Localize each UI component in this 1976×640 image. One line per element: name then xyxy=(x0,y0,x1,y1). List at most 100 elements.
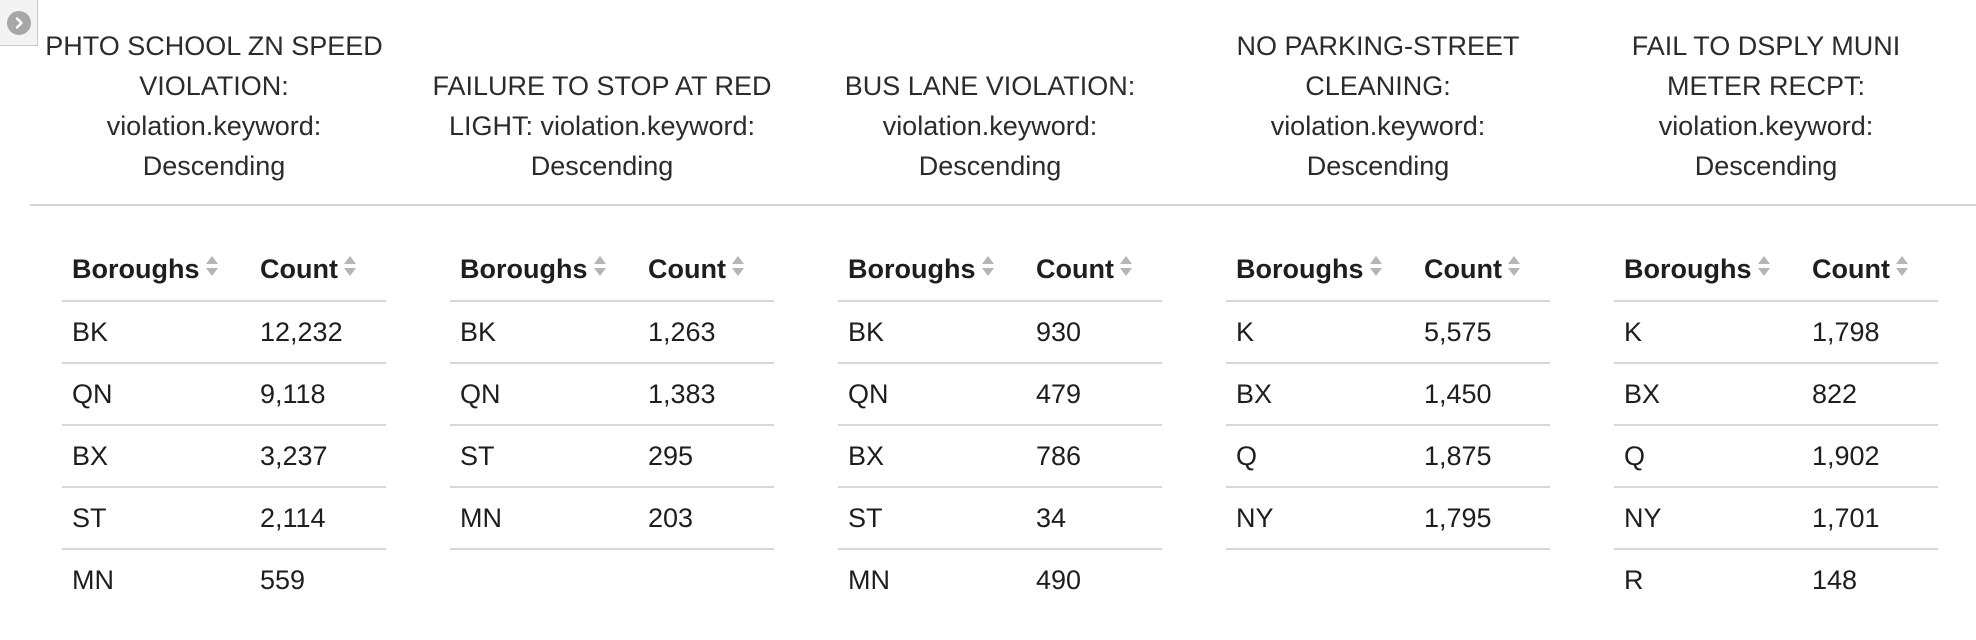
table-row: ST 295 xyxy=(450,425,774,488)
split-title-1: FAILURE TO STOP AT RED LIGHT: violation.… xyxy=(432,71,772,181)
count-cell: 930 xyxy=(1026,301,1162,364)
data-table-1: Boroughs Count BK 1,263 QN 1,383 ST 295 MN 2… xyxy=(450,240,774,550)
table-row: MN 203 xyxy=(450,487,774,550)
borough-cell: BK xyxy=(450,301,638,364)
borough-cell: K xyxy=(1226,301,1414,364)
count-cell: 9,118 xyxy=(250,363,386,426)
table-row: BX 3,237 xyxy=(62,425,386,488)
split-title-2: BUS LANE VIOLATION: violation.keyword: D… xyxy=(844,71,1136,181)
table-header-row: Boroughs Count xyxy=(450,240,774,302)
borough-cell: K xyxy=(1614,301,1802,364)
borough-cell: BX xyxy=(62,425,250,488)
borough-cell: BX xyxy=(1226,363,1414,426)
count-cell: 1,875 xyxy=(1414,425,1550,488)
table-row: ST 34 xyxy=(838,487,1162,550)
count-cell: 1,263 xyxy=(638,301,774,364)
count-cell: 203 xyxy=(638,487,774,550)
table-row: BK 930 xyxy=(838,301,1162,364)
count-cell: 148 xyxy=(1812,564,1858,595)
table-row: QN 9,118 xyxy=(62,363,386,426)
split-title-3: NO PARKING-STREET CLEANING: violation.ke… xyxy=(1236,31,1520,181)
count-cell: 34 xyxy=(1026,487,1162,550)
sort-icon[interactable] xyxy=(1895,253,1909,284)
table-row: NY 1,701 xyxy=(1614,487,1938,550)
borough-cell: Q xyxy=(1226,425,1414,488)
expand-toggle-button[interactable] xyxy=(0,0,38,46)
count-cell: 559 xyxy=(260,564,306,595)
borough-cell: BK xyxy=(838,301,1026,364)
borough-cell: ST xyxy=(838,487,1026,550)
table-row: BK 1,263 xyxy=(450,301,774,364)
sort-icon[interactable] xyxy=(1119,253,1133,284)
count-column-header[interactable]: Count xyxy=(638,240,774,302)
count-cell: 1,902 xyxy=(1802,425,1938,488)
table-row: MN 490 xyxy=(838,549,1162,610)
sort-icon[interactable] xyxy=(1369,253,1383,284)
sort-icon[interactable] xyxy=(205,253,219,284)
boroughs-column-header[interactable]: Boroughs xyxy=(62,240,250,302)
count-cell: 1,383 xyxy=(638,363,774,426)
count-column-header[interactable]: Count xyxy=(250,240,386,302)
table-header-row: Boroughs Count xyxy=(62,240,386,302)
table-row: BX 1,450 xyxy=(1226,363,1550,426)
data-table-2: Boroughs Count BK 930 QN 479 BX 786 ST 34 MN… xyxy=(838,240,1162,610)
count-cell: 822 xyxy=(1802,363,1938,426)
borough-cell: NY xyxy=(1226,487,1414,550)
count-cell: 1,795 xyxy=(1414,487,1550,550)
data-table-3: Boroughs Count K 5,575 BX 1,450 Q 1,875 NY 1… xyxy=(1226,240,1550,550)
chevron-right-icon xyxy=(6,10,31,35)
table-row: Q 1,875 xyxy=(1226,425,1550,488)
count-cell: 295 xyxy=(638,425,774,488)
borough-cell: MN xyxy=(72,564,114,595)
count-cell: 2,114 xyxy=(250,487,386,550)
table-row: Q 1,902 xyxy=(1614,425,1938,488)
table-row: BX 822 xyxy=(1614,363,1938,426)
count-cell: 1,701 xyxy=(1802,487,1938,550)
count-cell: 5,575 xyxy=(1414,301,1550,364)
boroughs-column-header[interactable]: Boroughs xyxy=(1614,240,1802,302)
split-title-0: PHTO SCHOOL ZN SPEED VIOLATION: violatio… xyxy=(45,31,383,181)
borough-cell: QN xyxy=(62,363,250,426)
count-cell: 12,232 xyxy=(250,301,386,364)
borough-cell: MN xyxy=(450,487,638,550)
boroughs-column-header[interactable]: Boroughs xyxy=(450,240,638,302)
borough-cell: R xyxy=(1624,564,1644,595)
table-row: QN 1,383 xyxy=(450,363,774,426)
data-table-4: Boroughs Count K 1,798 BX 822 Q 1,902 NY 1,7… xyxy=(1614,240,1938,610)
borough-cell: QN xyxy=(450,363,638,426)
sort-icon[interactable] xyxy=(981,253,995,284)
table-row: K 5,575 xyxy=(1226,301,1550,364)
sort-icon[interactable] xyxy=(593,253,607,284)
borough-cell: BX xyxy=(838,425,1026,488)
borough-cell: ST xyxy=(62,487,250,550)
table-row: ST 2,114 xyxy=(62,487,386,550)
borough-cell: Q xyxy=(1614,425,1802,488)
table-row: R 148 xyxy=(1614,549,1938,610)
borough-cell: BX xyxy=(1614,363,1802,426)
sort-icon[interactable] xyxy=(343,253,357,284)
count-cell: 1,798 xyxy=(1802,301,1938,364)
table-header-row: Boroughs Count xyxy=(1226,240,1550,302)
borough-cell: ST xyxy=(450,425,638,488)
borough-cell: MN xyxy=(848,564,890,595)
sort-icon[interactable] xyxy=(1757,253,1771,284)
sort-icon[interactable] xyxy=(731,253,745,284)
boroughs-column-header[interactable]: Boroughs xyxy=(1226,240,1414,302)
table-header-row: Boroughs Count xyxy=(838,240,1162,302)
boroughs-column-header[interactable]: Boroughs xyxy=(838,240,1026,302)
table-row: BX 786 xyxy=(838,425,1162,488)
count-cell: 786 xyxy=(1026,425,1162,488)
count-column-header[interactable]: Count xyxy=(1802,240,1938,302)
borough-cell: BK xyxy=(62,301,250,364)
split-title-4: FAIL TO DSPLY MUNI METER RECPT: violatio… xyxy=(1631,31,1901,181)
count-column-header[interactable]: Count xyxy=(1414,240,1550,302)
table-row: BK 12,232 xyxy=(62,301,386,364)
data-table-0: Boroughs Count BK 12,232 QN 9,118 BX 3,237 … xyxy=(62,240,386,610)
table-row: QN 479 xyxy=(838,363,1162,426)
count-cell: 490 xyxy=(1036,564,1082,595)
count-cell: 3,237 xyxy=(250,425,386,488)
sort-icon[interactable] xyxy=(1507,253,1521,284)
count-column-header[interactable]: Count xyxy=(1026,240,1162,302)
table-row: NY 1,795 xyxy=(1226,487,1550,550)
borough-cell: NY xyxy=(1614,487,1802,550)
